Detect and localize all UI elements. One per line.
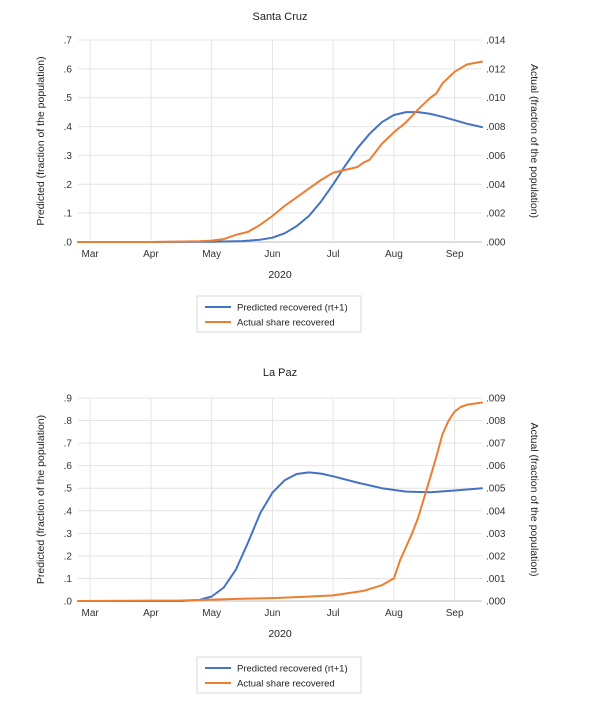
legend-box [196,656,362,694]
y-right-tick-label: .004 [486,506,506,517]
y-left-tick-label: .9 [64,394,73,405]
y-right-tick-label: .000 [486,238,506,249]
y-right-axis-label: Actual (fraction of the population) [528,422,540,576]
legend-label: Actual share recovered [237,318,335,329]
y-left-tick-label: .4 [64,506,73,517]
y-right-tick-label: .003 [486,529,506,540]
series-line-1 [77,111,483,243]
x-tick-label: Apr [143,249,159,260]
x-tick-label: Apr [143,608,159,619]
y-right-tick-label: .008 [486,416,506,427]
legend: Predicted recovered (rt+1) Actual share r… [196,295,362,333]
y-right-axis-label: Actual (fraction of the population) [528,64,540,218]
x-tick-label: May [202,608,221,619]
y-right-tick-label: .014 [486,36,506,47]
legend: Predicted recovered (rt+1) Actual share r… [196,656,362,694]
y-left-tick-label: .1 [64,209,73,220]
x-tick-label: Jun [264,249,280,260]
y-left-tick-label: .8 [64,416,73,427]
series-line-1 [77,471,483,602]
series-line-2 [77,401,483,602]
legend-label: Actual share recovered [237,679,335,690]
x-tick-label: May [202,249,221,260]
y-left-tick-label: .7 [64,36,73,47]
y-left-tick-label: .7 [64,439,73,450]
y-left-tick-label: .1 [64,574,73,585]
chart-2: La Paz .0 .1 .2 .3 .4 .5 .6 .7 .8 .9 .000 .001 .002 .0… [35,367,540,694]
chart-title: La Paz [263,367,297,379]
y-left-tick-label: .0 [64,238,73,249]
x-tick-label: Mar [82,608,100,619]
x-axis-label: 2020 [268,269,292,281]
chart-1: Santa Cruz .0 .1 .2 .3 .4 .5 .6 .7 .000 .002 .004 .0… [35,11,540,333]
x-tick-label: Mar [82,249,100,260]
y-right-tick-label: .007 [486,439,506,450]
x-tick-label: Sep [446,608,464,619]
y-left-tick-label: .5 [64,484,73,495]
y-right-tick-label: .012 [486,64,506,75]
y-left-tick-label: .3 [64,529,73,540]
y-left-tick-label: .6 [64,461,73,472]
legend-label: Predicted recovered (rt+1) [237,664,348,675]
y-right-tick-label: .010 [486,93,506,104]
y-right-tick-label: .002 [486,209,506,220]
y-left-tick-label: .2 [64,180,73,191]
y-left-tick-label: .3 [64,151,73,162]
y-left-tick-label: .0 [64,597,73,608]
x-tick-label: Sep [446,249,464,260]
y-right-tick-label: .006 [486,461,506,472]
x-tick-label: Jul [327,249,340,260]
y-left-tick-label: .4 [64,122,73,133]
chart-title: Santa Cruz [252,11,307,23]
legend-box [196,295,362,333]
x-tick-label: Aug [385,249,403,260]
y-left-tick-label: .2 [64,551,73,562]
y-right-tick-label: .005 [486,484,506,495]
x-tick-label: Aug [385,608,403,619]
x-tick-label: Jul [327,608,340,619]
y-left-axis-label: Predicted (fraction of the population) [35,56,47,225]
series-line-2 [77,60,483,243]
x-tick-label: Jun [264,608,280,619]
x-axis-label: 2020 [268,628,292,640]
legend-label: Predicted recovered (rt+1) [237,303,348,314]
y-right-tick-label: .009 [486,394,506,405]
y-right-tick-label: .000 [486,597,506,608]
y-right-tick-label: .004 [486,180,506,191]
y-right-tick-label: .001 [486,574,506,585]
y-right-tick-label: .006 [486,151,506,162]
y-left-tick-label: .5 [64,93,73,104]
y-right-tick-label: .008 [486,122,506,133]
y-right-tick-label: .002 [486,551,506,562]
y-left-tick-label: .6 [64,64,73,75]
y-left-axis-label: Predicted (fraction of the population) [35,415,47,584]
